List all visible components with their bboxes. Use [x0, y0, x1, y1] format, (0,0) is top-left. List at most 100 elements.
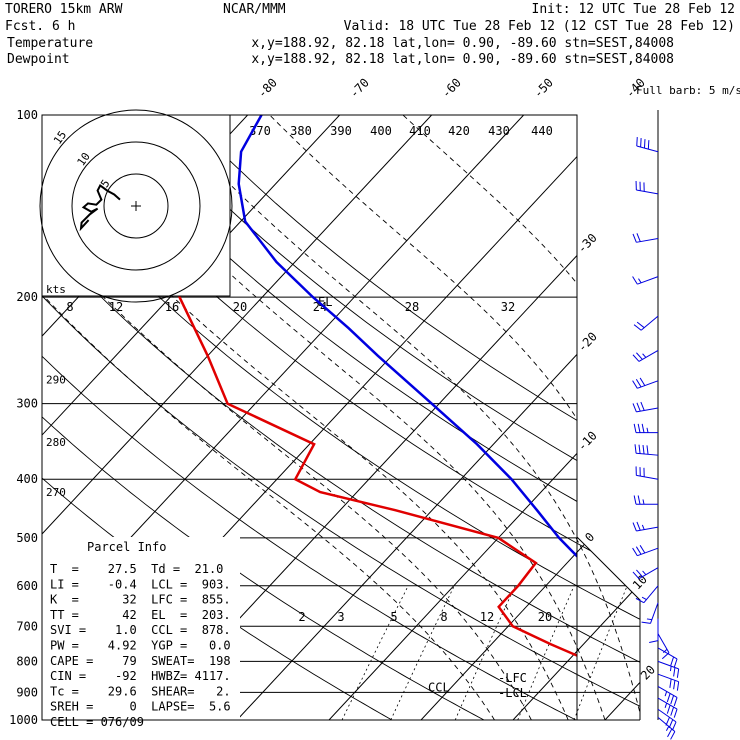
moist-label-12: 12: [109, 300, 123, 314]
wind-barb-flag: [646, 618, 652, 621]
moist-adiabat-16: [42, 115, 569, 720]
hodograph-ring-label-10: 10: [75, 150, 93, 168]
pressure-label-600: 600: [16, 579, 38, 593]
init-time: Init: 12 UTC Tue 28 Feb 12: [532, 2, 736, 17]
wind-barb-flag: [635, 379, 642, 388]
wind-barb: [636, 137, 659, 153]
isotherm-0: [420, 115, 640, 720]
wind-barb-shaft: [636, 474, 659, 480]
forecast-hour: Fcst. 6 h: [5, 19, 75, 34]
parcel-info-row: CIN = -92 HWBZ= 4117.: [50, 669, 231, 683]
wind-barb: [657, 716, 676, 740]
temperature-profile: [237, 115, 577, 558]
moist-adiabat-24: [163, 115, 640, 720]
wind-barb: [635, 466, 659, 480]
pressure-label-200: 200: [16, 290, 38, 304]
wind-barb-shaft: [637, 380, 659, 389]
hodograph-trace: [79, 184, 121, 232]
wind-barb: [649, 618, 659, 643]
wind-barb-flag: [641, 524, 645, 530]
wind-barb: [634, 444, 659, 456]
wind-barb-flag: [637, 495, 641, 505]
wind-barb-flag: [676, 681, 680, 691]
dry-adiabat-290: [42, 115, 602, 720]
hodograph-ring-label-15: 15: [51, 129, 69, 147]
wind-barb: [657, 633, 670, 660]
mixing-ratio-20: [648, 586, 697, 720]
wind-barb-column: Full barb: 5 m/s: [632, 84, 740, 740]
wind-barb-flag: [667, 728, 673, 738]
wind-barb-flag: [636, 321, 645, 329]
wind-barb-flag: [632, 354, 640, 362]
wind-barb-shaft: [636, 145, 659, 153]
wind-barb-flag: [637, 423, 641, 433]
wind-barb: [657, 685, 678, 707]
moist-label-16: 16: [165, 300, 179, 314]
wind-barb-flag: [632, 547, 638, 556]
wind-barb-flag: [642, 444, 645, 455]
wind-barb-flag: [670, 656, 675, 666]
moist-label-24: 24: [313, 300, 327, 314]
pressure-labels: 100 200 300 400 500 600 700 800 900 1000: [9, 108, 38, 727]
wind-barb-flag: [641, 596, 647, 601]
pressure-label-300: 300: [16, 397, 38, 411]
wind-barb-shaft: [638, 567, 659, 580]
wind-barb-flag: [670, 731, 676, 740]
wind-barb-flag: [632, 380, 638, 389]
wind-barb-shaft: [637, 547, 659, 557]
wind-barb-flag: [639, 545, 646, 554]
wind-barb-flag: [673, 667, 676, 677]
isotherm-30: [697, 115, 740, 720]
wind-barb: [632, 233, 659, 243]
wind-barb-flag: [642, 499, 645, 505]
mixing-ratio-label-3: 3: [337, 610, 344, 624]
temperature-legend: Temperature: [7, 36, 93, 51]
parcel-info-row: SVI = 1.0 CCL = 878.: [50, 623, 231, 637]
wind-barb: [633, 495, 658, 505]
parcel-info-row: LI = -0.4 LCL = 903.: [50, 577, 231, 591]
wind-barb: [657, 660, 680, 678]
pressure-label-1000: 1000: [9, 713, 38, 727]
wind-barb-flag: [632, 522, 637, 532]
dry-adiabat-280: [42, 115, 509, 720]
wind-barb-flag: [633, 423, 637, 433]
wind-barb-flag: [643, 139, 646, 149]
pressure-label-100: 100: [16, 108, 38, 122]
thetae-label-380: 380: [290, 124, 312, 138]
wind-barb-shaft: [640, 315, 659, 331]
mixing-ratio-label-2: 2: [298, 610, 305, 624]
parcel-info-row: K = 32 LFC = 855.: [50, 593, 231, 607]
wind-barb: [632, 377, 659, 389]
wind-barb: [635, 585, 659, 604]
wind-barb: [657, 673, 680, 691]
wind-barb: [633, 423, 658, 434]
wind-barb-flag: [634, 444, 637, 454]
plot-frame: [41, 114, 578, 721]
wind-barb-flag: [673, 697, 678, 707]
wind-barb-flag: [664, 691, 668, 697]
moist-label-32: 32: [501, 300, 515, 314]
level-markers: -LFC-LCL CCL: [428, 671, 527, 700]
pressure-label-800: 800: [16, 654, 38, 668]
wind-barb-flag: [670, 706, 675, 716]
wind-barb-flag: [640, 401, 645, 411]
marker-lfc: -LFC: [498, 671, 527, 685]
parcel-info-title: Parcel Info: [87, 540, 166, 554]
wind-barb-flag: [673, 708, 678, 718]
wind-barb-flag: [668, 719, 674, 729]
isotherm--20: [236, 115, 640, 720]
mixing-ratio-label-12: 12: [480, 610, 494, 624]
mixing-ratio-label-8: 8: [440, 610, 447, 624]
wind-barb: [632, 350, 659, 362]
dewpoint-legend: Dewpoint: [7, 52, 70, 67]
mixing-ratio-8: [517, 585, 575, 720]
wind-barb: [641, 602, 659, 624]
isotherm-label--10: -10: [575, 429, 600, 454]
parcel-info-row: CELL = 076/09: [50, 715, 144, 729]
marker-lcl: -LCL: [498, 686, 527, 700]
isotherm-label-10: 10: [630, 572, 650, 592]
wind-barb-flag: [672, 721, 677, 731]
marker-ccl: CCL: [428, 680, 450, 694]
wind-barb-shaft: [650, 602, 659, 624]
